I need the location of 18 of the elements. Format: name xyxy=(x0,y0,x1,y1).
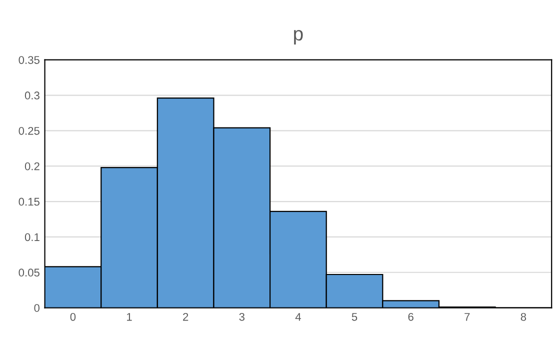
y-tick-label: 0 xyxy=(34,304,40,312)
x-tick-label: 1 xyxy=(127,313,132,321)
y-tick-label: 0.1 xyxy=(24,233,40,242)
x-tick-label: 7 xyxy=(464,313,470,321)
x-tick-label: 5 xyxy=(352,313,358,321)
y-tick-label: 0.25 xyxy=(18,126,40,135)
x-tick-label: 0 xyxy=(70,312,76,321)
y-tick-label: 0.35 xyxy=(18,56,40,64)
x-tick-label: 2 xyxy=(183,312,188,321)
y-tick-label: 0.15 xyxy=(18,198,40,206)
x-tick-label: 8 xyxy=(520,312,526,321)
y-tick-label: 0.2 xyxy=(24,162,40,170)
chart-title: p xyxy=(294,30,303,44)
y-tick-label: 0.05 xyxy=(18,268,40,277)
x-tick-label: 4 xyxy=(295,313,301,321)
y-tick-label: 0.3 xyxy=(24,92,40,100)
x-tick-label: 6 xyxy=(408,312,414,321)
x-tick-label: 3 xyxy=(239,312,244,321)
